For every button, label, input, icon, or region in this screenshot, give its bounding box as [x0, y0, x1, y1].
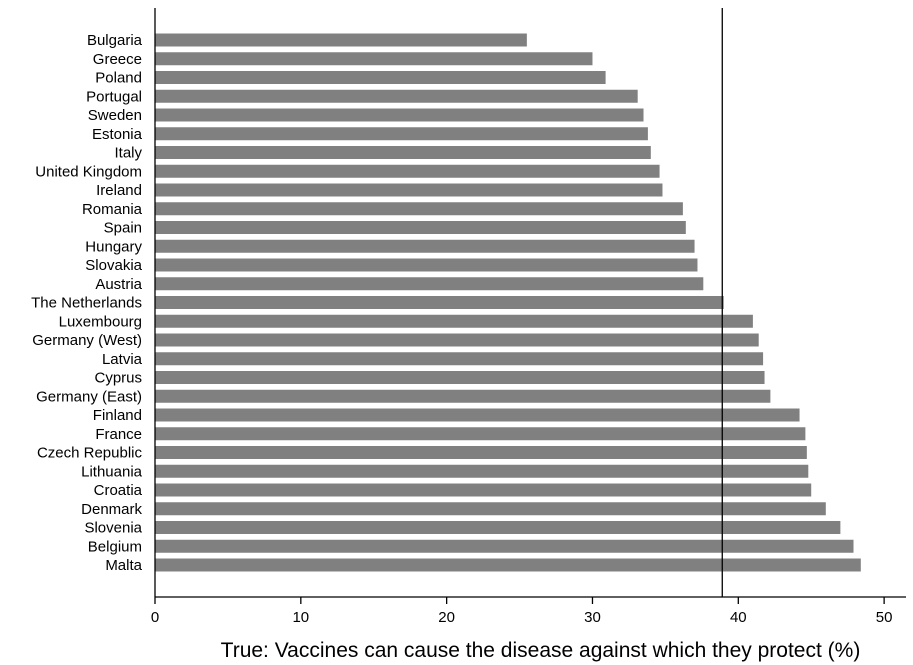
- category-label-poland: Poland: [95, 70, 142, 87]
- category-label-italy: Italy: [114, 145, 142, 162]
- category-label-estonia: Estonia: [92, 126, 143, 143]
- bar-finland: [155, 408, 800, 422]
- bar-luxembourg: [155, 314, 753, 328]
- bar-germany-east: [155, 389, 771, 403]
- x-tick-label-50: 50: [876, 609, 893, 626]
- bar-lithuania: [155, 464, 809, 478]
- bar-portugal: [155, 89, 638, 103]
- category-label-lithuania: Lithuania: [81, 463, 143, 480]
- bar-romania: [155, 202, 683, 216]
- bar-croatia: [155, 483, 812, 497]
- bar-germany-west: [155, 333, 759, 347]
- x-tick-label-20: 20: [438, 609, 455, 626]
- category-label-france: France: [95, 426, 142, 443]
- category-label-austria: Austria: [95, 276, 142, 293]
- bar-france: [155, 427, 806, 441]
- x-tick-label-0: 0: [151, 609, 159, 626]
- category-label-the-netherlands: The Netherlands: [31, 295, 142, 312]
- bar-sweden: [155, 108, 644, 122]
- bar-united-kingdom: [155, 164, 660, 178]
- category-label-united-kingdom: United Kingdom: [35, 163, 142, 180]
- category-label-luxembourg: Luxembourg: [59, 313, 142, 330]
- category-label-latvia: Latvia: [102, 351, 143, 368]
- bar-cyprus: [155, 371, 765, 384]
- category-label-bulgaria: Bulgaria: [87, 32, 143, 49]
- category-label-ireland: Ireland: [96, 182, 142, 199]
- bar-austria: [155, 277, 704, 291]
- bar-latvia: [155, 352, 764, 366]
- x-tick-label-40: 40: [730, 609, 747, 626]
- bar-poland: [155, 71, 606, 84]
- bar-estonia: [155, 127, 648, 141]
- category-label-slovenia: Slovenia: [84, 520, 142, 537]
- category-label-denmark: Denmark: [81, 501, 142, 518]
- category-label-hungary: Hungary: [85, 238, 142, 255]
- bar-italy: [155, 146, 651, 159]
- bar-slovenia: [155, 521, 841, 534]
- bar-denmark: [155, 502, 826, 516]
- bar-czech-republic: [155, 446, 807, 459]
- category-label-belgium: Belgium: [88, 538, 142, 555]
- category-label-cyprus: Cyprus: [94, 370, 142, 387]
- category-label-romania: Romania: [82, 201, 143, 218]
- bar-bulgaria: [155, 33, 527, 47]
- category-label-sweden: Sweden: [88, 107, 142, 124]
- bar-ireland: [155, 183, 663, 197]
- bar-belgium: [155, 539, 854, 553]
- category-label-croatia: Croatia: [94, 482, 143, 499]
- bar-hungary: [155, 239, 695, 253]
- category-label-germany-east: Germany (East): [36, 388, 142, 405]
- category-label-finland: Finland: [93, 407, 142, 424]
- bar-spain: [155, 221, 686, 234]
- x-tick-label-10: 10: [292, 609, 309, 626]
- x-tick-label-30: 30: [584, 609, 601, 626]
- bar-the-netherlands: [155, 296, 724, 309]
- category-label-spain: Spain: [104, 220, 142, 237]
- x-axis-title: True: Vaccines can cause the disease aga…: [221, 639, 861, 662]
- category-label-czech-republic: Czech Republic: [37, 445, 143, 462]
- bar-slovakia: [155, 258, 698, 272]
- category-label-malta: Malta: [105, 557, 142, 574]
- category-label-greece: Greece: [93, 51, 142, 68]
- category-label-portugal: Portugal: [86, 88, 142, 105]
- category-label-slovakia: Slovakia: [85, 257, 142, 274]
- x-ticks: 0 10 20 30 40 50: [151, 597, 893, 626]
- bar-malta: [155, 558, 861, 572]
- bar-greece: [155, 52, 593, 66]
- category-label-germany-west: Germany (West): [32, 332, 142, 349]
- bars-group: [155, 33, 861, 572]
